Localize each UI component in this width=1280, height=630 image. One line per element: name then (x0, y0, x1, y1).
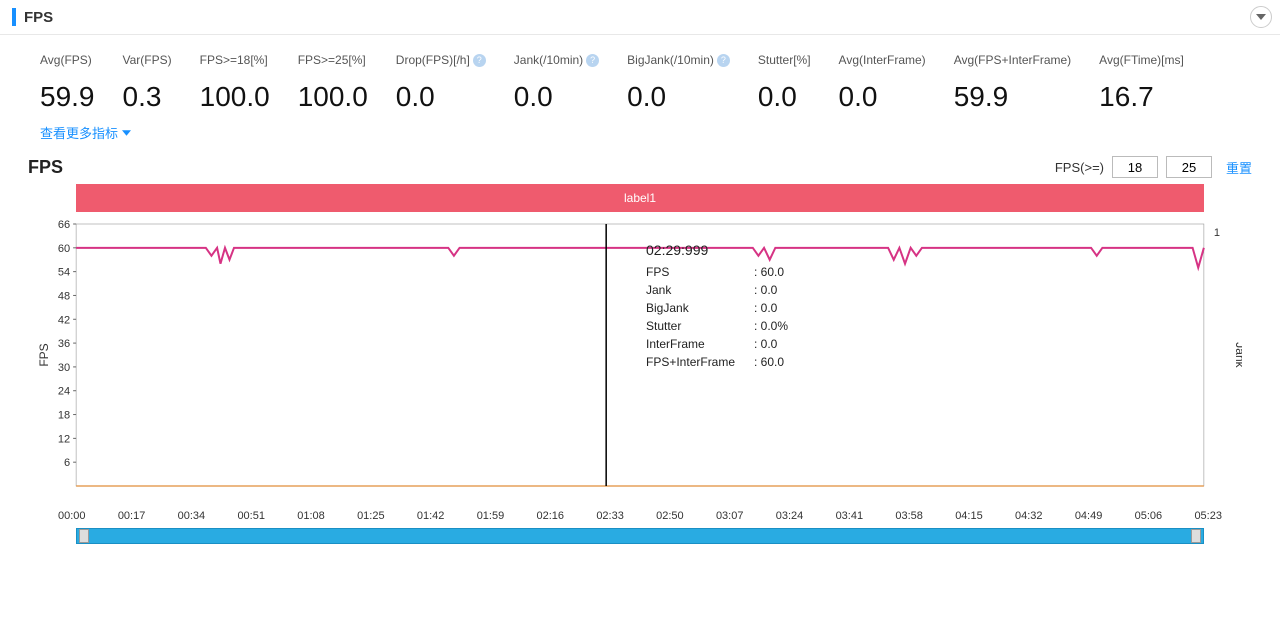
svg-text:36: 36 (58, 338, 70, 350)
timeline-scrollbar[interactable] (76, 528, 1204, 544)
metric: Var(FPS) 0.3 (123, 53, 172, 113)
metric-value: 0.0 (514, 81, 553, 113)
metric-label: BigJank(/10min)? (627, 53, 730, 67)
x-tick: 02:50 (656, 510, 684, 522)
x-tick: 00:00 (58, 510, 86, 522)
metric-value: 0.3 (123, 81, 162, 113)
x-tick: 05:06 (1135, 510, 1163, 522)
info-icon[interactable]: ? (717, 54, 730, 67)
x-tick: 00:51 (237, 510, 265, 522)
metric: Drop(FPS)[/h]? 0.0 (396, 53, 486, 113)
x-tick: 00:34 (178, 510, 206, 522)
x-tick: 04:49 (1075, 510, 1103, 522)
x-tick: 01:08 (297, 510, 325, 522)
svg-text:30: 30 (58, 362, 70, 374)
metric: FPS>=18[%] 100.0 (200, 53, 270, 113)
metric-label: Jank(/10min)? (514, 53, 599, 67)
svg-text:Jank: Jank (1233, 342, 1242, 368)
metric-label: Avg(FPS+InterFrame) (954, 53, 1071, 67)
metric-value: 59.9 (954, 81, 1009, 113)
metric: FPS>=25[%] 100.0 (298, 53, 368, 113)
threshold-label: FPS(>=) (1055, 160, 1104, 175)
metric-label: Stutter[%] (758, 53, 811, 67)
metric: Avg(FPS+InterFrame) 59.9 (954, 53, 1071, 113)
metric: Avg(FPS) 59.9 (40, 53, 95, 113)
x-tick: 03:41 (836, 510, 864, 522)
show-more-label: 查看更多指标 (40, 123, 118, 142)
x-tick: 01:42 (417, 510, 445, 522)
svg-text:1: 1 (1214, 227, 1220, 239)
info-icon[interactable]: ? (586, 54, 599, 67)
svg-text:24: 24 (58, 386, 70, 398)
threshold-input-2[interactable] (1166, 156, 1212, 178)
metric: BigJank(/10min)? 0.0 (627, 53, 730, 113)
x-tick: 03:07 (716, 510, 744, 522)
metric-value: 100.0 (200, 81, 270, 113)
metric-value: 59.9 (40, 81, 95, 113)
metric-value: 0.0 (396, 81, 435, 113)
label-bar[interactable]: label1 (76, 184, 1204, 212)
svg-text:48: 48 (58, 290, 70, 302)
metric-value: 100.0 (298, 81, 368, 113)
chevron-down-icon (1256, 14, 1266, 20)
chart-section: FPS FPS(>=) 重置 label1 66 60 54 48 42 36 30 24 18… (0, 152, 1280, 544)
svg-text:42: 42 (58, 314, 70, 326)
metrics-row: Avg(FPS)59.9Var(FPS)0.3FPS>=18[%]100.0FP… (0, 35, 1280, 119)
chart-title: FPS (28, 157, 63, 178)
chevron-down-icon (122, 130, 131, 136)
svg-text:6: 6 (64, 457, 70, 469)
x-tick: 01:59 (477, 510, 505, 522)
threshold-input-1[interactable] (1112, 156, 1158, 178)
svg-text:12: 12 (58, 433, 70, 445)
metric-value: 0.0 (627, 81, 666, 113)
svg-text:FPS: FPS (38, 343, 51, 366)
metric: Stutter[%] 0.0 (758, 53, 811, 113)
metric: Avg(FTime)[ms] 16.7 (1099, 53, 1184, 113)
metric-label: FPS>=18[%] (200, 53, 268, 67)
x-axis-ticks: 00:00 00:17 00:34 00:51 01:08 01:25 01:42 01:59… (20, 510, 1260, 522)
metric-label: Avg(InterFrame) (839, 53, 926, 67)
metric-value: 0.0 (758, 81, 797, 113)
label-bar-text: label1 (624, 191, 656, 205)
x-tick: 02:33 (596, 510, 624, 522)
chart-controls: FPS(>=) 重置 (1055, 156, 1252, 178)
chart-header: FPS FPS(>=) 重置 (20, 152, 1260, 184)
show-more-link[interactable]: 查看更多指标 (0, 119, 1280, 152)
x-tick: 02:16 (537, 510, 565, 522)
section-title: FPS (24, 9, 53, 26)
svg-text:66: 66 (58, 220, 70, 231)
chart-area[interactable]: 6660544842363024181261FPSJank 02:29:999 … (38, 220, 1242, 510)
metric-label: Var(FPS) (123, 53, 172, 67)
x-tick: 04:32 (1015, 510, 1043, 522)
info-icon[interactable]: ? (473, 54, 486, 67)
x-tick: 03:24 (776, 510, 804, 522)
reset-link[interactable]: 重置 (1226, 158, 1252, 177)
accent-bar (12, 8, 16, 26)
metric: Avg(InterFrame) 0.0 (839, 53, 926, 113)
x-tick: 03:58 (895, 510, 923, 522)
scroll-handle-left[interactable] (79, 529, 89, 543)
metric-label: FPS>=25[%] (298, 53, 366, 67)
metric: Jank(/10min)? 0.0 (514, 53, 599, 113)
fps-chart[interactable]: 66 60 54 48 42 36 30 24 18 12 6 1 FPS Jank (38, 220, 1242, 490)
x-tick: 01:25 (357, 510, 385, 522)
x-tick: 00:17 (118, 510, 146, 522)
svg-text:54: 54 (58, 267, 70, 279)
section-header: FPS (0, 0, 1280, 35)
metric-value: 0.0 (839, 81, 878, 113)
scroll-handle-right[interactable] (1191, 529, 1201, 543)
svg-text:60: 60 (58, 243, 70, 255)
svg-text:18: 18 (58, 410, 70, 422)
x-tick: 04:15 (955, 510, 983, 522)
metric-label: Avg(FPS) (40, 53, 92, 67)
collapse-dropdown-button[interactable] (1250, 6, 1272, 28)
x-tick: 05:23 (1194, 510, 1222, 522)
metric-label: Avg(FTime)[ms] (1099, 53, 1184, 67)
metric-label: Drop(FPS)[/h]? (396, 53, 486, 67)
metric-value: 16.7 (1099, 81, 1154, 113)
